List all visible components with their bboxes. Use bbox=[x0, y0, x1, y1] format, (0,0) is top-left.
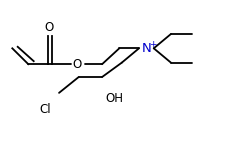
Text: OH: OH bbox=[105, 92, 123, 105]
Text: O: O bbox=[45, 21, 54, 34]
Text: N: N bbox=[141, 42, 151, 55]
Text: O: O bbox=[73, 58, 82, 71]
Text: Cl: Cl bbox=[40, 103, 51, 116]
Text: +: + bbox=[150, 40, 157, 49]
